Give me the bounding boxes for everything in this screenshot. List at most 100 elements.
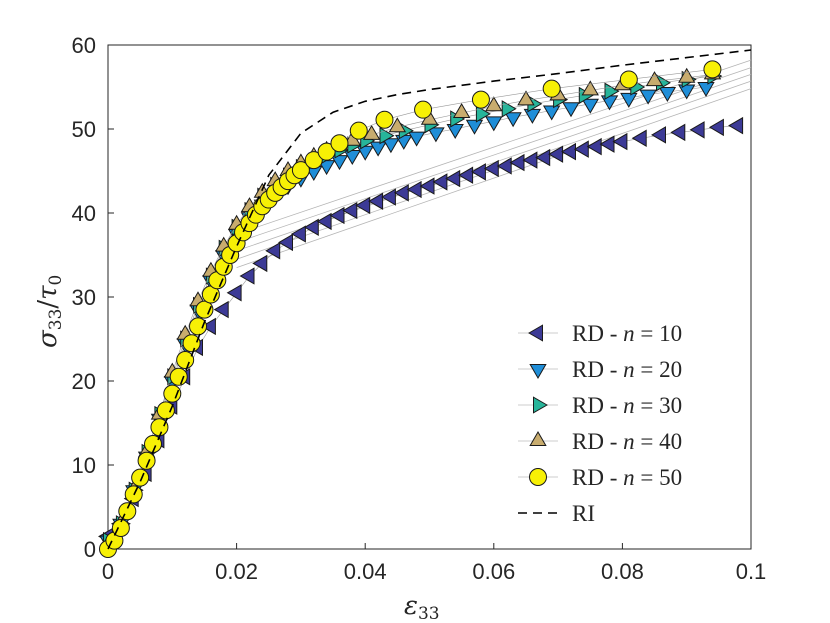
data-point <box>317 142 336 161</box>
y-axis-label: σ33/τ0 <box>33 275 66 348</box>
data-point <box>535 148 551 167</box>
data-point <box>368 192 384 210</box>
data-point <box>380 188 396 206</box>
data-point <box>586 137 602 156</box>
legend-item: RD - n = 30 <box>518 393 682 418</box>
legend-item: RD - n = 50 <box>518 465 682 490</box>
data-point <box>562 102 580 118</box>
legend-marker <box>529 431 547 446</box>
data-point <box>252 254 268 273</box>
data-point <box>290 225 306 243</box>
data-point <box>278 233 293 252</box>
data-point <box>131 468 150 487</box>
x-tick-label: 0.08 <box>601 559 644 584</box>
data-point <box>176 351 195 369</box>
legend-label: RD - n = 30 <box>572 393 682 418</box>
data-point <box>226 284 242 302</box>
data-point <box>599 135 615 153</box>
data-point <box>445 169 461 188</box>
data-point <box>303 218 319 236</box>
legend-item: RD - n = 10 <box>518 321 682 346</box>
data-point <box>504 112 522 128</box>
data-point <box>697 82 715 97</box>
data-point <box>406 180 422 199</box>
data-point <box>639 89 657 105</box>
data-point <box>458 166 474 184</box>
data-point <box>419 177 435 195</box>
data-point <box>708 118 724 137</box>
legend-marker <box>529 364 547 379</box>
x-tick-label: 0.02 <box>215 559 258 584</box>
data-point <box>213 300 229 319</box>
data-point <box>501 100 517 118</box>
legend-item: RD - n = 20 <box>518 357 682 382</box>
y-tick-label: 10 <box>72 453 96 478</box>
data-point <box>573 140 589 158</box>
data-point <box>465 119 484 135</box>
data-point <box>432 173 448 191</box>
data-point <box>156 401 175 420</box>
data-point <box>189 317 208 336</box>
series-1 <box>98 116 744 546</box>
data-point <box>329 206 345 225</box>
data-point <box>542 105 561 121</box>
data-point <box>483 159 499 178</box>
data-point <box>330 134 349 153</box>
x-tick-label: 0.06 <box>472 559 515 584</box>
y-tick-label: 20 <box>72 369 96 394</box>
data-point <box>485 96 503 112</box>
data-point <box>407 131 426 147</box>
data-point <box>414 100 433 119</box>
data-point <box>581 80 599 96</box>
legend-label: RD - n = 40 <box>572 429 682 454</box>
data-point <box>452 103 471 118</box>
data-point <box>561 142 576 161</box>
data-point <box>169 367 188 386</box>
data-point <box>355 196 371 215</box>
data-point <box>382 138 400 154</box>
data-point <box>388 117 407 133</box>
legend: RD - n = 10 RD - n = 20 RD - n = 30 RD - n … <box>518 321 682 526</box>
data-point <box>631 129 647 147</box>
data-point <box>548 145 564 163</box>
y-tick-label: 0 <box>84 537 96 562</box>
x-tick-label: 0.04 <box>344 559 387 584</box>
y-tick-label: 60 <box>72 33 96 58</box>
x-axis-label: ε33 <box>404 591 440 623</box>
data-point <box>542 79 561 98</box>
data-point <box>703 60 722 79</box>
data-point <box>612 132 628 151</box>
data-point <box>471 90 490 109</box>
legend-item: RD - n = 40 <box>518 429 682 454</box>
y-tick-label: 40 <box>72 201 96 226</box>
data-point <box>316 212 332 231</box>
data-point <box>265 242 281 260</box>
axes: 0 0.02 0.04 0.06 0.08 0.1 0 10 20 30 40 50 60 <box>72 33 767 584</box>
data-point <box>619 70 638 89</box>
reference-layer <box>107 49 752 550</box>
data-point <box>678 67 696 83</box>
data-point <box>427 127 445 143</box>
data-point <box>651 126 666 144</box>
data-point <box>645 71 664 87</box>
data-point <box>304 151 323 170</box>
data-point <box>522 151 538 169</box>
x-tick-label: 0.1 <box>736 559 767 584</box>
guide-1 <box>236 88 752 268</box>
svg-text:σ33/τ0: σ33/τ0 <box>33 275 66 348</box>
data-point <box>728 116 744 135</box>
legend-label: RI <box>572 501 595 526</box>
data-point <box>369 141 387 157</box>
data-point <box>379 127 395 145</box>
legend-label: RD - n = 50 <box>572 465 682 490</box>
y-tick-label: 50 <box>72 117 96 142</box>
series-layer <box>98 60 744 558</box>
data-point <box>517 90 535 106</box>
data-point <box>689 121 705 139</box>
data-point <box>470 163 486 181</box>
legend-label: RD - n = 20 <box>572 357 682 382</box>
legend-item: RI <box>518 501 595 526</box>
x-tick-label: 0 <box>102 559 114 584</box>
ri-reference-line <box>107 49 752 550</box>
